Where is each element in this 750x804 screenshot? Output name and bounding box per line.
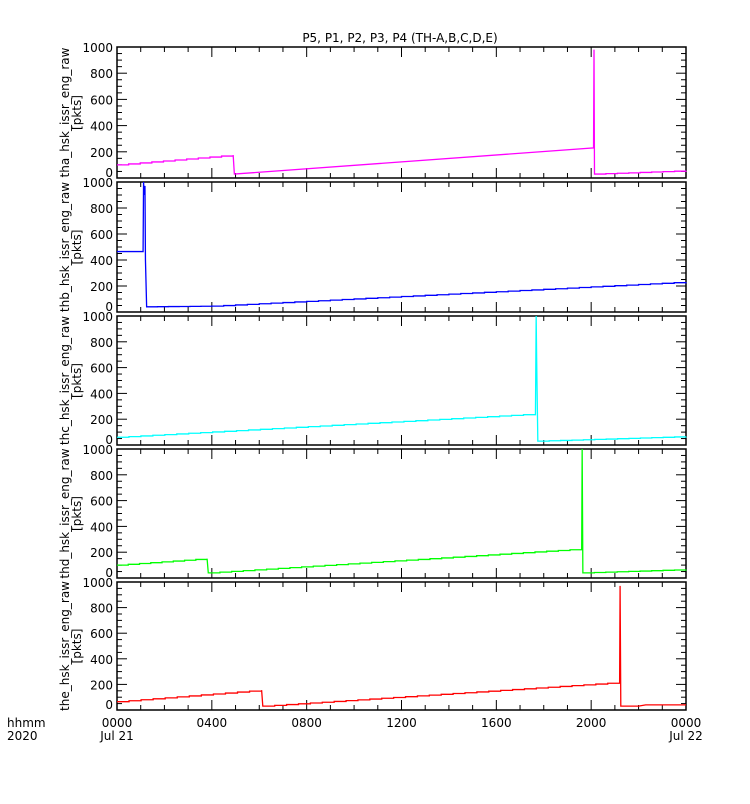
chart-title: P5, P1, P2, P3, P4 (TH-A,B,C,D,E) (302, 31, 497, 45)
y-tick-label: 800 (90, 602, 113, 616)
y-tick-label: 200 (90, 678, 113, 692)
x-tick-label: 1600 (481, 716, 512, 730)
y-tick-label: 600 (90, 627, 113, 641)
y-tick-label: 0 (105, 166, 113, 180)
y-tick-label: 1000 (82, 176, 113, 190)
x-axis-label-hhmm: hhmm (7, 716, 46, 730)
y-tick-label: 800 (90, 469, 113, 483)
panel-1: 0 200 400 600 800 1000 thb_hsk_issr_eng_raw[pk… (58, 176, 687, 314)
y-tick-label: 0 (105, 698, 113, 712)
y-tick-label: 400 (90, 387, 113, 401)
y-axis-unit: [pkts] (70, 629, 84, 664)
y-tick-label: 400 (90, 653, 113, 667)
y-tick-label: 1000 (82, 443, 113, 457)
series-line-thb (117, 181, 687, 308)
y-tick-label: 600 (90, 362, 113, 376)
x-tick-label: 0800 (291, 716, 322, 730)
y-tick-label: 400 (90, 120, 113, 134)
panel-4: 0 200 400 600 800 1000 the_hsk_issr_eng_raw[pk… (58, 576, 687, 712)
y-tick-label: 1000 (82, 576, 113, 590)
y-axis-unit: [pkts] (70, 95, 84, 130)
y-tick-label: 400 (90, 520, 113, 534)
panel-frame (116, 448, 687, 579)
series-line-thc (117, 315, 687, 442)
series-line-tha (117, 49, 687, 175)
y-tick-label: 600 (90, 495, 113, 509)
y-axis-label: tha_hsk_issr_eng_raw (58, 47, 72, 177)
y-tick-label: 200 (90, 280, 113, 294)
y-tick-label: 1000 (82, 41, 113, 55)
y-tick-label: 200 (90, 546, 113, 560)
y-axis-label: thd_hsk_issr_eng_raw (58, 448, 72, 578)
x-tick-label: 0000 (102, 716, 133, 730)
panel-2: 0 200 400 600 800 1000 thc_hsk_issr_eng_raw[pk… (58, 310, 687, 447)
series-line-thd (117, 448, 687, 574)
y-axis-label: thc_hsk_issr_eng_raw (58, 316, 72, 445)
y-tick-label: 1000 (82, 310, 113, 324)
y-axis-label: the_hsk_issr_eng_raw (58, 581, 72, 711)
y-tick-label: 200 (90, 146, 113, 160)
x-tick-sublabel: Jul 22 (668, 729, 703, 743)
panel-0: 0 200 400 600 800 1000 tha_hsk_issr_eng_raw[pk… (58, 41, 687, 180)
y-tick-label: 0 (105, 566, 113, 580)
y-axis-unit: [pkts] (70, 363, 84, 398)
y-tick-label: 400 (90, 254, 113, 268)
y-axis-unit: [pkts] (70, 496, 84, 531)
x-tick-label: 2000 (576, 716, 607, 730)
panel-3: 0 200 400 600 800 1000 thd_hsk_issr_eng_raw[pk… (58, 443, 687, 580)
y-tick-label: 0 (105, 300, 113, 314)
y-tick-label: 600 (90, 93, 113, 107)
x-tick-label: 0000 (671, 716, 702, 730)
y-axis-unit: [pkts] (70, 230, 84, 265)
y-tick-label: 800 (90, 336, 113, 350)
y-tick-label: 200 (90, 413, 113, 427)
y-tick-label: 0 (105, 433, 113, 447)
x-tick-label: 1200 (386, 716, 417, 730)
panel-frame (116, 181, 687, 313)
y-axis-label: thb_hsk_issr_eng_raw (58, 182, 72, 312)
panel-frame (116, 581, 687, 711)
x-tick-sublabel: Jul 21 (99, 729, 134, 743)
y-tick-label: 800 (90, 67, 113, 81)
series-line-the (117, 585, 686, 707)
y-tick-label: 800 (90, 202, 113, 216)
x-tick-label: 0400 (197, 716, 228, 730)
panel-frame (116, 315, 687, 446)
x-axis-label-year: 2020 (7, 729, 38, 743)
y-tick-label: 600 (90, 228, 113, 242)
